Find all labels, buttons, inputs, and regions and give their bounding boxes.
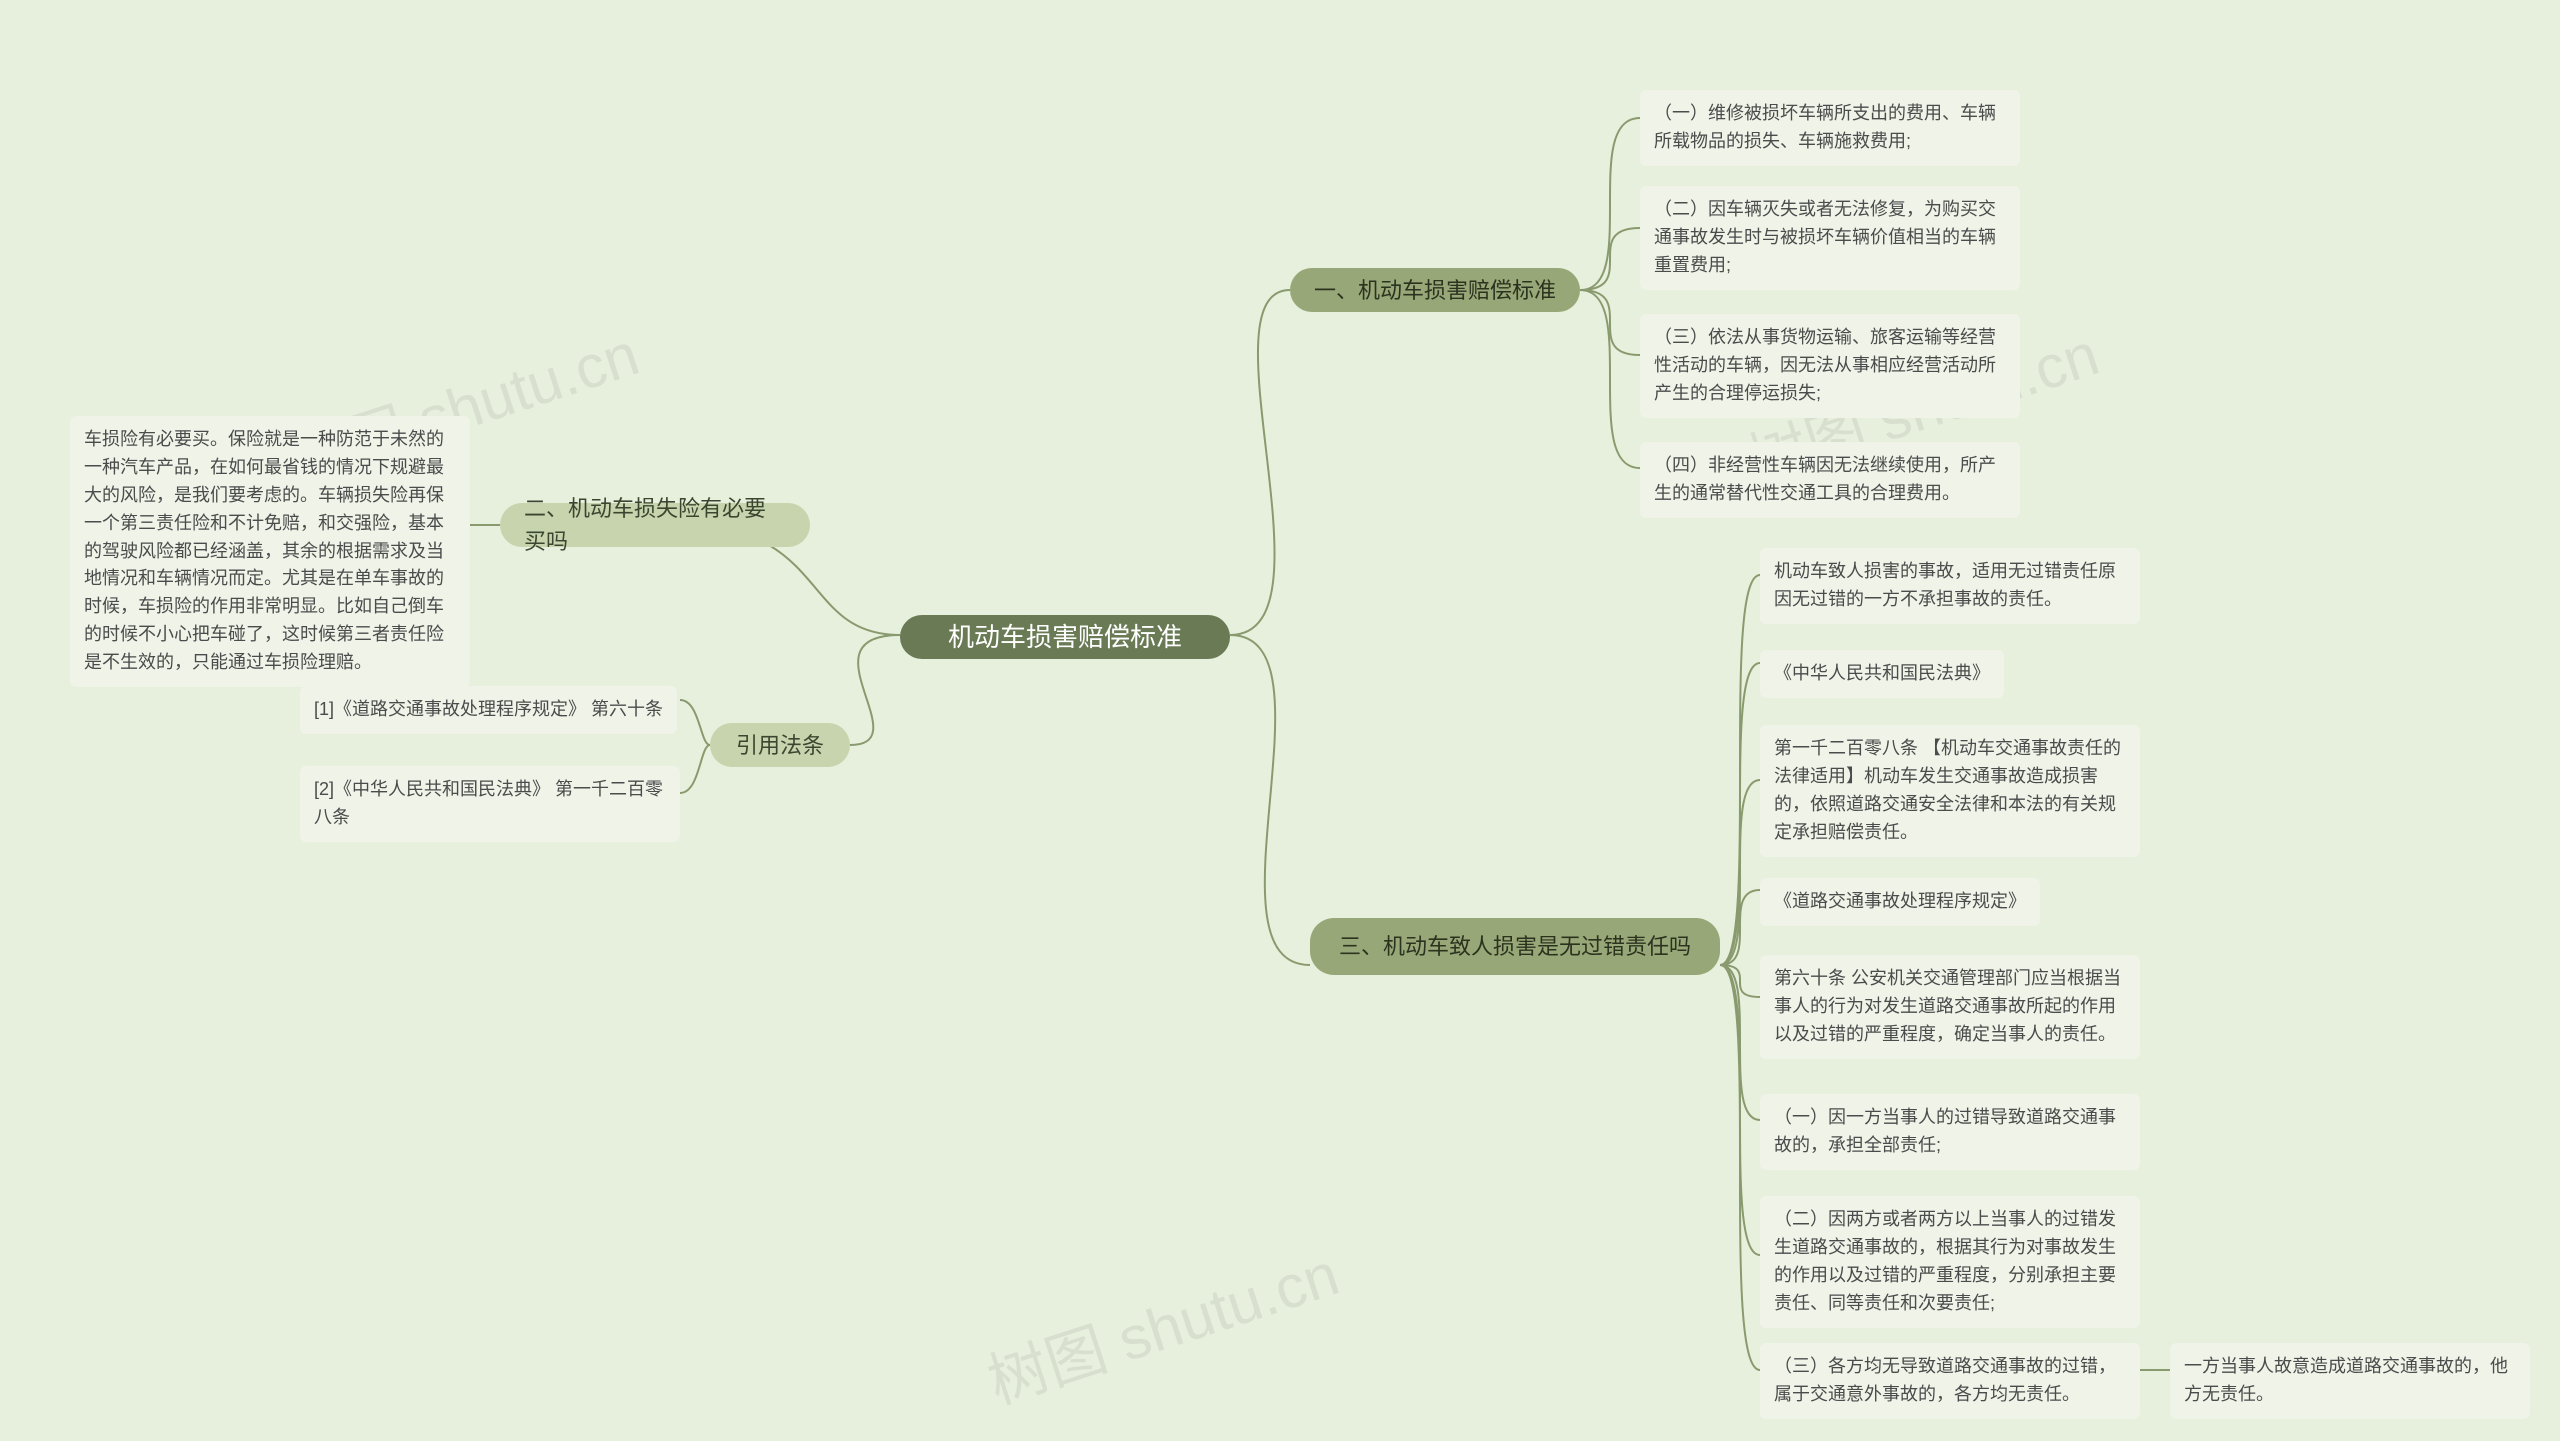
watermark: 树图 shutu.cn xyxy=(975,1226,1348,1421)
root-node[interactable]: 机动车损害赔偿标准 xyxy=(900,615,1230,659)
b1-leaf-1[interactable]: （一）维修被损坏车辆所支出的费用、车辆所载物品的损失、车辆施救费用; xyxy=(1640,90,2020,166)
b3-leaf-8[interactable]: （三）各方均无导致道路交通事故的过错，属于交通意外事故的，各方均无责任。 xyxy=(1760,1343,2140,1419)
b3-leaf-3[interactable]: 第一千二百零八条 【机动车交通事故责任的法律适用】机动车发生交通事故造成损害的，… xyxy=(1760,725,2140,857)
root-label: 机动车损害赔偿标准 xyxy=(948,618,1182,657)
b3-leaf-7[interactable]: （二）因两方或者两方以上当事人的过错发生道路交通事故的，根据其行为对事故发生的作… xyxy=(1760,1196,2140,1328)
b3-leaf-4[interactable]: 《道路交通事故处理程序规定》 xyxy=(1760,878,2040,926)
leaf-text: 《道路交通事故处理程序规定》 xyxy=(1774,888,2026,916)
branch-4[interactable]: 引用法条 xyxy=(710,723,850,767)
leaf-text: 一方当事人故意造成道路交通事故的，他方无责任。 xyxy=(2184,1353,2516,1409)
leaf-text: （一）因一方当事人的过错导致道路交通事故的，承担全部责任; xyxy=(1774,1104,2126,1160)
b4-leaf-2[interactable]: [2]《中华人民共和国民法典》 第一千二百零八条 xyxy=(300,766,680,842)
b3-leaf-8-extra[interactable]: 一方当事人故意造成道路交通事故的，他方无责任。 xyxy=(2170,1343,2530,1419)
branch-1-label: 一、机动车损害赔偿标准 xyxy=(1314,274,1556,307)
b4-leaf-1[interactable]: [1]《道路交通事故处理程序规定》 第六十条 xyxy=(300,686,677,734)
leaf-text: 《中华人民共和国民法典》 xyxy=(1774,660,1990,688)
leaf-text: 车损险有必要买。保险就是一种防范于未然的一种汽车产品，在如何最省钱的情况下规避最… xyxy=(84,426,456,677)
leaf-text: （二）因两方或者两方以上当事人的过错发生道路交通事故的，根据其行为对事故发生的作… xyxy=(1774,1206,2126,1318)
b1-leaf-2[interactable]: （二）因车辆灭失或者无法修复，为购买交通事故发生时与被损坏车辆价值相当的车辆重置… xyxy=(1640,186,2020,290)
branch-3-label: 三、机动车致人损害是无过错责任吗 xyxy=(1339,930,1691,963)
b3-leaf-6[interactable]: （一）因一方当事人的过错导致道路交通事故的，承担全部责任; xyxy=(1760,1094,2140,1170)
leaf-text: 机动车致人损害的事故，适用无过错责任原因无过错的一方不承担事故的责任。 xyxy=(1774,558,2126,614)
branch-3[interactable]: 三、机动车致人损害是无过错责任吗 xyxy=(1310,918,1720,975)
b1-leaf-3[interactable]: （三）依法从事货物运输、旅客运输等经营性活动的车辆，因无法从事相应经营活动所产生… xyxy=(1640,314,2020,418)
mindmap-canvas: 树图 shutu.cn 树图 shutu.cn 树图 shutu.cn xyxy=(0,0,2560,1441)
leaf-text: （一）维修被损坏车辆所支出的费用、车辆所载物品的损失、车辆施救费用; xyxy=(1654,100,2006,156)
b3-leaf-1[interactable]: 机动车致人损害的事故，适用无过错责任原因无过错的一方不承担事故的责任。 xyxy=(1760,548,2140,624)
b2-leaf-1[interactable]: 车损险有必要买。保险就是一种防范于未然的一种汽车产品，在如何最省钱的情况下规避最… xyxy=(70,416,470,687)
leaf-text: （三）各方均无导致道路交通事故的过错，属于交通意外事故的，各方均无责任。 xyxy=(1774,1353,2126,1409)
leaf-text: （三）依法从事货物运输、旅客运输等经营性活动的车辆，因无法从事相应经营活动所产生… xyxy=(1654,324,2006,408)
leaf-text: 第一千二百零八条 【机动车交通事故责任的法律适用】机动车发生交通事故造成损害的，… xyxy=(1774,735,2126,847)
leaf-text: 第六十条 公安机关交通管理部门应当根据当事人的行为对发生道路交通事故所起的作用以… xyxy=(1774,965,2126,1049)
b3-leaf-2[interactable]: 《中华人民共和国民法典》 xyxy=(1760,650,2004,698)
leaf-text: [2]《中华人民共和国民法典》 第一千二百零八条 xyxy=(314,776,666,832)
leaf-text: （四）非经营性车辆因无法继续使用，所产生的通常替代性交通工具的合理费用。 xyxy=(1654,452,2006,508)
leaf-text: （二）因车辆灭失或者无法修复，为购买交通事故发生时与被损坏车辆价值相当的车辆重置… xyxy=(1654,196,2006,280)
branch-4-label: 引用法条 xyxy=(736,729,824,762)
b1-leaf-4[interactable]: （四）非经营性车辆因无法继续使用，所产生的通常替代性交通工具的合理费用。 xyxy=(1640,442,2020,518)
branch-2-label: 二、机动车损失险有必要买吗 xyxy=(524,492,786,558)
branch-1[interactable]: 一、机动车损害赔偿标准 xyxy=(1290,268,1580,312)
b3-leaf-5[interactable]: 第六十条 公安机关交通管理部门应当根据当事人的行为对发生道路交通事故所起的作用以… xyxy=(1760,955,2140,1059)
branch-2[interactable]: 二、机动车损失险有必要买吗 xyxy=(500,503,810,547)
leaf-text: [1]《道路交通事故处理程序规定》 第六十条 xyxy=(314,696,663,724)
